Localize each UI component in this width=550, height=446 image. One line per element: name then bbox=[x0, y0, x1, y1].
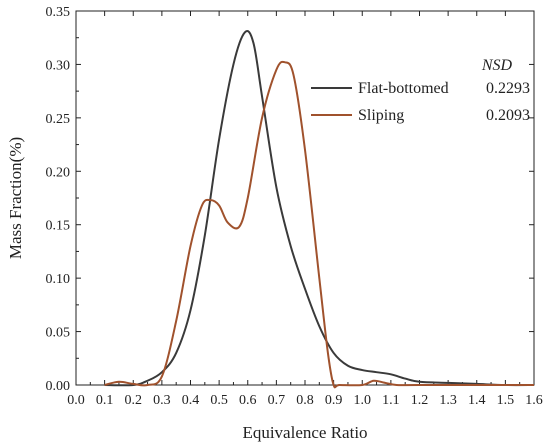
x-tick-label: 0.9 bbox=[325, 393, 343, 408]
y-tick-label: 0.10 bbox=[46, 272, 71, 287]
x-tick-label: 0.0 bbox=[67, 393, 85, 408]
x-tick-label: 1.2 bbox=[411, 393, 429, 408]
x-tick-label: 1.3 bbox=[439, 393, 457, 408]
series-lines bbox=[104, 30, 535, 389]
x-tick-label: 0.4 bbox=[182, 393, 200, 408]
legend-nsd-flat-bottomed: 0.2293 bbox=[486, 80, 530, 97]
legend-nsd-sliping: 0.2093 bbox=[486, 107, 530, 124]
y-tick-labels: 0.00 0.05 0.10 0.15 0.20 0.25 0.30 0.35 bbox=[46, 5, 71, 394]
legend: NSD Flat-bottomed 0.2293 Sliping 0.2093 bbox=[311, 57, 530, 124]
x-tick-labels: 0.0 0.1 0.2 0.3 0.4 0.5 0.6 0.7 0.8 0.9 1.0 1.1 1.2 1… bbox=[67, 393, 543, 408]
x-tick-label: 1.1 bbox=[382, 393, 400, 408]
x-tick-label: 1.4 bbox=[468, 393, 486, 408]
x-tick-label: 0.7 bbox=[268, 393, 286, 408]
y-tick-label: 0.20 bbox=[46, 165, 71, 180]
series-line-sliping bbox=[104, 60, 534, 389]
x-tick-label: 0.6 bbox=[239, 393, 257, 408]
legend-label-flat-bottomed: Flat-bottomed bbox=[358, 80, 449, 97]
series-line-flat-bottomed bbox=[104, 30, 535, 387]
plot-area bbox=[75, 10, 535, 386]
y-tick-label: 0.00 bbox=[46, 379, 71, 394]
y-tick-label: 0.05 bbox=[46, 326, 71, 341]
x-tick-label: 0.5 bbox=[210, 393, 228, 408]
x-tick-label: 0.8 bbox=[296, 393, 314, 408]
y-axis-label: Mass Fraction(%) bbox=[6, 137, 25, 259]
y-tick-label: 0.25 bbox=[46, 112, 71, 127]
y-tick-label: 0.35 bbox=[46, 5, 71, 20]
x-tick-label: 1.0 bbox=[354, 393, 372, 408]
legend-title: NSD bbox=[481, 57, 513, 74]
x-tick-label: 0.1 bbox=[96, 393, 114, 408]
y-tick-label: 0.15 bbox=[46, 219, 71, 234]
x-tick-label: 1.6 bbox=[525, 393, 543, 408]
axis-ticks bbox=[75, 10, 535, 386]
y-tick-label: 0.30 bbox=[46, 58, 71, 73]
legend-label-sliping: Sliping bbox=[358, 107, 404, 124]
x-tick-label: 0.3 bbox=[153, 393, 171, 408]
x-tick-label: 1.5 bbox=[497, 393, 515, 408]
x-tick-label: 0.2 bbox=[125, 393, 143, 408]
x-axis-label: Equivalence Ratio bbox=[242, 423, 367, 442]
